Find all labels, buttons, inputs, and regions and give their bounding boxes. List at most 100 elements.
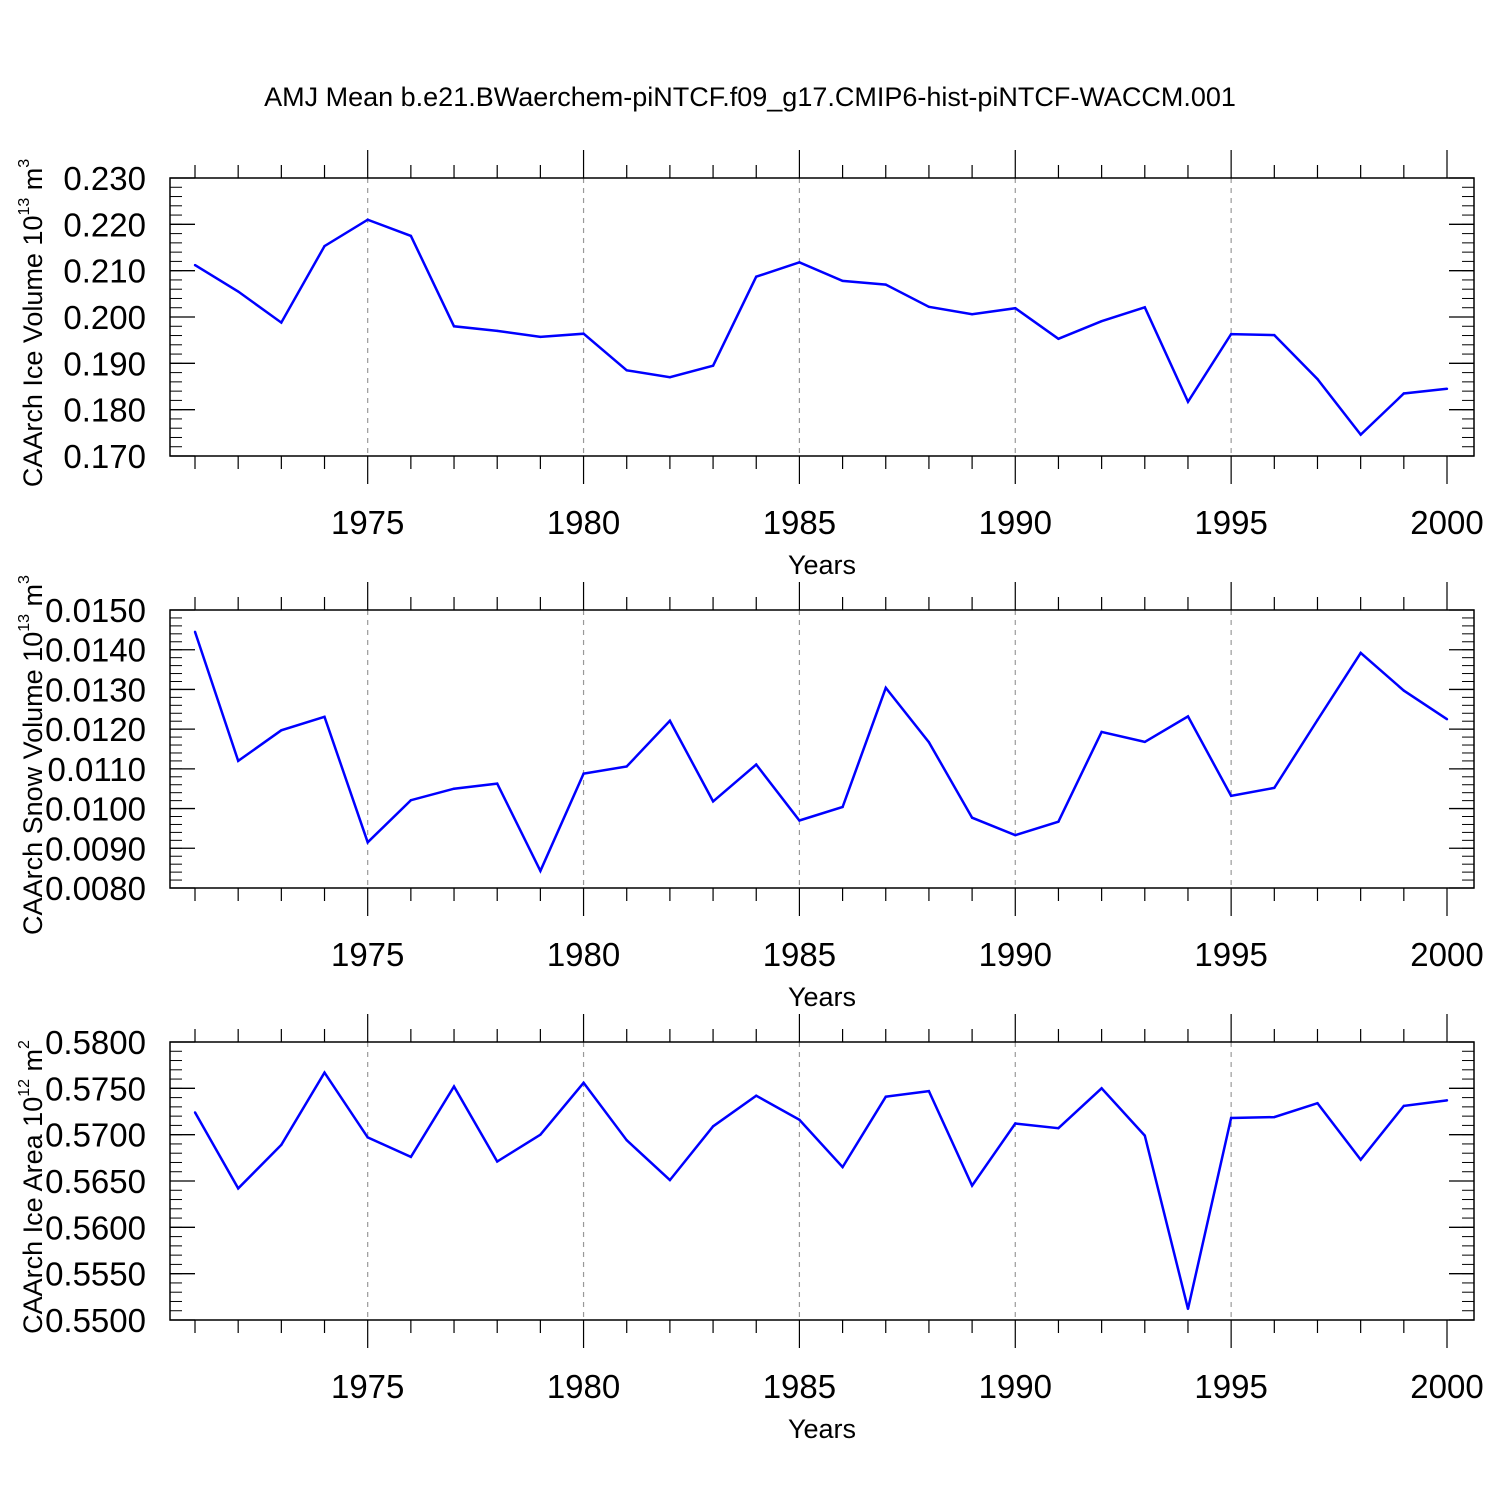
data-point-1980 bbox=[582, 1081, 585, 1084]
chart-title: AMJ Mean b.e21.BWaerchem-piNTCF.f09_g17.… bbox=[264, 82, 1236, 112]
data-point-1972 bbox=[236, 1187, 240, 1190]
data-point-1974 bbox=[323, 244, 326, 248]
y-tick-label: 0.230 bbox=[63, 160, 146, 197]
data-point-1988 bbox=[927, 305, 931, 309]
y-tick-label: 0.5800 bbox=[45, 1024, 146, 1061]
data-point-1990 bbox=[1014, 306, 1017, 310]
data-point-1975 bbox=[366, 841, 369, 844]
data-point-1984 bbox=[755, 275, 758, 278]
data-point-1971 bbox=[193, 630, 197, 634]
y-axis-label-main: CAArch Ice Area 10 bbox=[18, 1097, 48, 1334]
data-point-1994 bbox=[1186, 400, 1190, 403]
data-point-1974 bbox=[323, 715, 326, 719]
data-point-1985 bbox=[798, 819, 801, 822]
x-tick-label: 1990 bbox=[979, 504, 1052, 541]
data-point-1980 bbox=[582, 332, 585, 335]
y-axis-label-main: CAArch Ice Volume 10 bbox=[18, 216, 48, 488]
x-axis-label: Years bbox=[788, 550, 856, 580]
data-point-1981 bbox=[625, 1139, 628, 1142]
data-point-1982 bbox=[668, 1178, 672, 1182]
y-axis-label: CAArch Ice Area 1012 m2 bbox=[16, 1040, 48, 1334]
y-axis-label-main: CAArch Snow Volume 10 bbox=[18, 632, 48, 935]
data-point-1994 bbox=[1186, 1307, 1190, 1311]
data-point-1994 bbox=[1186, 715, 1190, 718]
data-point-1986 bbox=[841, 805, 844, 809]
y-tick-label: 0.180 bbox=[63, 392, 146, 429]
data-point-1976 bbox=[409, 799, 413, 802]
data-point-1977 bbox=[452, 1085, 456, 1088]
data-point-1987 bbox=[884, 686, 887, 690]
x-tick-label: 1990 bbox=[979, 1368, 1052, 1405]
data-point-1992 bbox=[1100, 319, 1103, 323]
data-point-1987 bbox=[884, 283, 887, 286]
data-point-1996 bbox=[1273, 333, 1276, 337]
y-tick-label: 0.5600 bbox=[45, 1209, 146, 1246]
x-tick-label: 2000 bbox=[1410, 1368, 1483, 1405]
data-point-1973 bbox=[280, 1143, 283, 1147]
data-point-1993 bbox=[1143, 1134, 1146, 1137]
y-tick-label: 0.0110 bbox=[48, 751, 146, 788]
x-tick-label: 1980 bbox=[547, 936, 620, 973]
data-point-1997 bbox=[1316, 1101, 1319, 1105]
data-point-1993 bbox=[1143, 306, 1146, 309]
y-axis-label-unit: m bbox=[18, 1049, 48, 1079]
x-tick-label: 1995 bbox=[1194, 1368, 1267, 1405]
y-axis-label-exponent: 12 bbox=[16, 1079, 33, 1097]
data-point-1992 bbox=[1100, 730, 1103, 734]
panel-2: 0.00800.00900.01000.01100.01200.01300.01… bbox=[16, 575, 1484, 1012]
data-point-1988 bbox=[927, 1089, 931, 1093]
data-point-1979 bbox=[539, 869, 542, 873]
y-axis-label-exponent: 13 bbox=[16, 198, 33, 216]
data-point-1997 bbox=[1316, 377, 1319, 381]
data-point-1985 bbox=[798, 261, 801, 264]
y-axis-label-unit-exponent: 2 bbox=[16, 1040, 33, 1049]
x-tick-label: 1975 bbox=[331, 936, 404, 973]
data-point-1977 bbox=[452, 325, 456, 328]
data-point-1984 bbox=[755, 763, 758, 766]
y-axis-label-unit: m bbox=[18, 584, 48, 614]
x-tick-label: 2000 bbox=[1410, 504, 1483, 541]
data-point-1989 bbox=[970, 313, 974, 316]
data-point-1986 bbox=[841, 1165, 844, 1169]
y-tick-label: 0.0100 bbox=[45, 791, 146, 828]
x-tick-label: 1985 bbox=[763, 504, 836, 541]
data-point-1990 bbox=[1014, 1122, 1017, 1125]
data-point-1991 bbox=[1057, 820, 1060, 823]
x-tick-label: 1995 bbox=[1194, 936, 1267, 973]
data-point-1999 bbox=[1402, 1104, 1406, 1108]
y-axis-label: CAArch Snow Volume 1013 m3 bbox=[16, 575, 48, 935]
y-tick-label: 0.190 bbox=[63, 345, 146, 382]
y-tick-label: 0.170 bbox=[63, 438, 146, 475]
data-point-1975 bbox=[366, 1136, 369, 1139]
data-point-1973 bbox=[280, 729, 283, 732]
data-point-1987 bbox=[884, 1095, 887, 1098]
data-point-2000 bbox=[1445, 387, 1449, 391]
data-point-1975 bbox=[366, 218, 369, 221]
y-tick-label: 0.5550 bbox=[45, 1256, 146, 1293]
y-tick-label: 0.210 bbox=[63, 253, 146, 290]
y-axis-label-unit-exponent: 3 bbox=[16, 575, 33, 584]
y-tick-label: 0.220 bbox=[63, 206, 146, 243]
x-tick-label: 2000 bbox=[1410, 936, 1483, 973]
data-point-1990 bbox=[1014, 833, 1017, 837]
data-point-1983 bbox=[711, 364, 715, 367]
data-point-1978 bbox=[496, 782, 499, 785]
data-point-1976 bbox=[409, 234, 413, 238]
data-point-1991 bbox=[1057, 1126, 1060, 1130]
data-point-1982 bbox=[668, 719, 672, 723]
y-axis-label: CAArch Ice Volume 1013 m3 bbox=[16, 159, 48, 487]
data-point-1998 bbox=[1359, 651, 1362, 655]
x-tick-label: 1980 bbox=[547, 1368, 620, 1405]
data-point-1981 bbox=[625, 369, 628, 372]
data-point-2000 bbox=[1445, 718, 1449, 721]
data-point-1989 bbox=[970, 816, 974, 819]
data-point-1979 bbox=[539, 335, 542, 339]
data-point-1979 bbox=[539, 1133, 542, 1136]
y-tick-label: 0.200 bbox=[63, 299, 146, 336]
data-point-1983 bbox=[711, 1125, 715, 1128]
data-point-1980 bbox=[582, 772, 585, 775]
data-point-1984 bbox=[755, 1094, 758, 1097]
data-point-2000 bbox=[1445, 1099, 1449, 1102]
series-line bbox=[193, 1070, 1448, 1310]
y-tick-label: 0.5750 bbox=[45, 1070, 146, 1107]
